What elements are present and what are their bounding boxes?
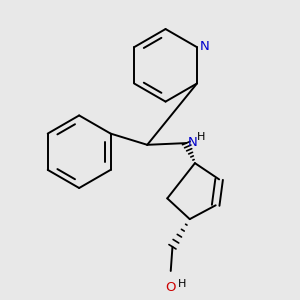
- Text: H: H: [178, 279, 186, 289]
- Text: H: H: [197, 132, 205, 142]
- Text: N: N: [200, 40, 209, 52]
- Text: O: O: [166, 280, 176, 294]
- Text: N: N: [187, 136, 197, 149]
